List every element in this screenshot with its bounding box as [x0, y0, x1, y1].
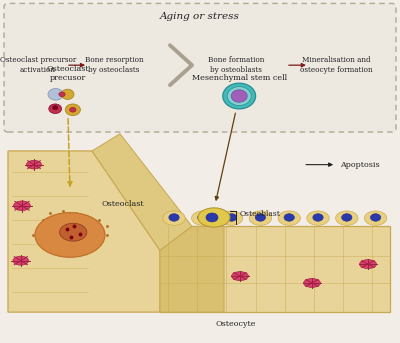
- Ellipse shape: [61, 89, 74, 99]
- Ellipse shape: [198, 214, 208, 221]
- Ellipse shape: [52, 106, 58, 110]
- Ellipse shape: [48, 88, 63, 100]
- Ellipse shape: [198, 208, 230, 227]
- Ellipse shape: [59, 92, 65, 97]
- Text: Bone resorption
by osteoclasts: Bone resorption by osteoclasts: [85, 56, 143, 74]
- Ellipse shape: [249, 211, 272, 225]
- Ellipse shape: [370, 214, 381, 221]
- Text: Osteocyte: Osteocyte: [216, 320, 256, 328]
- Ellipse shape: [60, 223, 87, 241]
- Ellipse shape: [364, 211, 387, 225]
- Ellipse shape: [226, 214, 237, 221]
- Ellipse shape: [284, 214, 294, 221]
- Ellipse shape: [70, 107, 76, 112]
- Ellipse shape: [206, 213, 218, 222]
- Ellipse shape: [192, 211, 214, 225]
- Ellipse shape: [227, 87, 251, 106]
- Ellipse shape: [342, 214, 352, 221]
- Ellipse shape: [49, 104, 62, 114]
- Text: Osteoclast precursor
activation: Osteoclast precursor activation: [0, 56, 76, 74]
- Ellipse shape: [278, 211, 300, 225]
- Ellipse shape: [307, 211, 329, 225]
- Ellipse shape: [231, 90, 247, 102]
- Ellipse shape: [220, 211, 243, 225]
- Ellipse shape: [304, 279, 320, 287]
- Ellipse shape: [13, 256, 29, 265]
- Ellipse shape: [223, 83, 256, 109]
- Text: Mineralisation and
osteocyte formation: Mineralisation and osteocyte formation: [300, 56, 372, 74]
- Ellipse shape: [35, 213, 105, 257]
- Text: Aging or stress: Aging or stress: [160, 12, 240, 21]
- Ellipse shape: [169, 214, 179, 221]
- Ellipse shape: [360, 260, 376, 269]
- Text: Osteoclast
precusor: Osteoclast precusor: [47, 64, 89, 82]
- Ellipse shape: [26, 160, 42, 169]
- Polygon shape: [160, 226, 390, 312]
- Text: Osteoblast: Osteoblast: [240, 210, 281, 218]
- Polygon shape: [160, 226, 224, 312]
- Text: Bone formation
by osteoblasts: Bone formation by osteoblasts: [208, 56, 264, 74]
- Polygon shape: [92, 134, 192, 250]
- Ellipse shape: [65, 104, 80, 116]
- Text: Apoptosis: Apoptosis: [340, 161, 380, 169]
- Ellipse shape: [232, 272, 248, 281]
- Ellipse shape: [255, 214, 266, 221]
- Polygon shape: [8, 151, 160, 312]
- Ellipse shape: [14, 201, 30, 211]
- Text: Osteoclast: Osteoclast: [102, 200, 145, 208]
- FancyBboxPatch shape: [4, 3, 396, 132]
- Text: Mesenchymal stem cell: Mesenchymal stem cell: [192, 74, 287, 82]
- Ellipse shape: [336, 211, 358, 225]
- Ellipse shape: [163, 211, 185, 225]
- Ellipse shape: [313, 214, 323, 221]
